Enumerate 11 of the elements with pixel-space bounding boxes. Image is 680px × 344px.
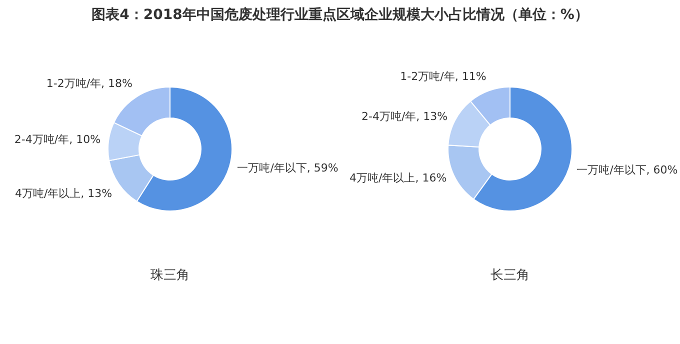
text: 珠三角 — [150, 267, 190, 284]
slice-label: 2-4万吨/年, 13% — [362, 110, 448, 124]
slice-label: 4万吨/年以上, 13% — [14, 187, 112, 200]
text: 长三角 — [490, 267, 530, 284]
chart-title: 图表4：2018年中国危废处理行业重点区域企业规模大小占比情况（单位：%） — [90, 6, 590, 25]
slice-label: 4万吨/年以上, 16% — [350, 172, 447, 185]
slice-label: 1-2万吨/年, 11% — [400, 70, 486, 83]
slice-label: 2-4万吨/年, 10% — [14, 133, 101, 146]
slice-label: 一万吨/年以下, 60% — [576, 163, 678, 176]
slice-label: 一万吨/年以下, 59% — [237, 161, 338, 174]
slice-label: 1-2万吨/年, 18% — [46, 76, 132, 90]
